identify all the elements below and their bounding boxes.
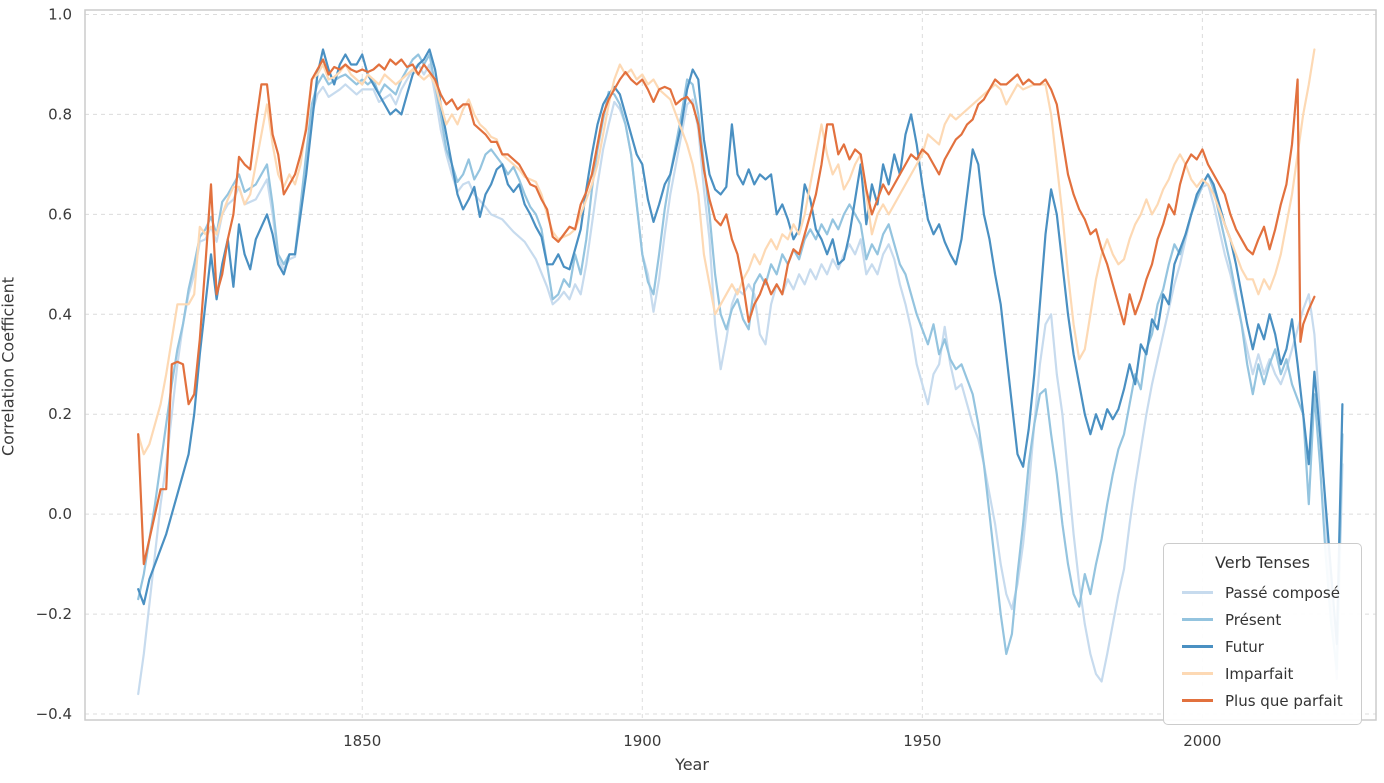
legend-items: Passé composé Présent Futur Imparfait Plus q… xyxy=(1174,579,1351,714)
y-tick-label: 0.8 xyxy=(48,105,72,123)
legend-item-plus-que-parfait: Plus que parfait xyxy=(1174,687,1351,714)
y-tick-label: −0.4 xyxy=(36,705,72,723)
x-axis-label: Year xyxy=(675,755,709,774)
legend-line-swatch xyxy=(1182,672,1213,675)
legend-line-swatch xyxy=(1182,591,1213,594)
series-line-plus-que-parfait xyxy=(137,58,1316,566)
legend-label: Imparfait xyxy=(1225,664,1294,683)
y-tick-label: 0.4 xyxy=(48,305,72,323)
y-tick-label: 1.0 xyxy=(48,5,72,23)
y-tick-label: 0.0 xyxy=(48,505,72,523)
legend-item-présent: Présent xyxy=(1174,606,1351,633)
legend-line-swatch xyxy=(1182,645,1213,648)
x-tick-label: 1850 xyxy=(343,732,381,750)
legend-title: Verb Tenses xyxy=(1215,553,1310,572)
x-tick-label: 1950 xyxy=(903,732,941,750)
legend-line-swatch xyxy=(1182,618,1213,621)
legend-line-swatch xyxy=(1182,699,1213,702)
y-tick-label: 0.2 xyxy=(48,405,72,423)
x-tick-label: 1900 xyxy=(623,732,661,750)
y-tick-label: 0.6 xyxy=(48,205,72,223)
y-tick-label: −0.2 xyxy=(36,605,72,623)
plot-frame xyxy=(84,9,1377,721)
legend-item-passé-composé: Passé composé xyxy=(1174,579,1351,606)
legend-item-imparfait: Imparfait xyxy=(1174,660,1351,687)
legend-label: Présent xyxy=(1225,610,1282,629)
series-line-présent xyxy=(137,53,1344,671)
legend: Verb Tenses Passé composé Présent Futur Imp… xyxy=(1163,543,1362,725)
legend-label: Plus que parfait xyxy=(1225,691,1343,710)
legend-label: Futur xyxy=(1225,637,1264,656)
legend-label: Passé composé xyxy=(1225,583,1340,602)
x-tick-label: 2000 xyxy=(1183,732,1221,750)
series-line-passé-composé xyxy=(137,63,1344,696)
series-line-imparfait xyxy=(137,48,1316,456)
legend-item-futur: Futur xyxy=(1174,633,1351,660)
series-line-futur xyxy=(137,48,1344,646)
y-axis-label: Correlation Coefficient xyxy=(0,276,18,457)
